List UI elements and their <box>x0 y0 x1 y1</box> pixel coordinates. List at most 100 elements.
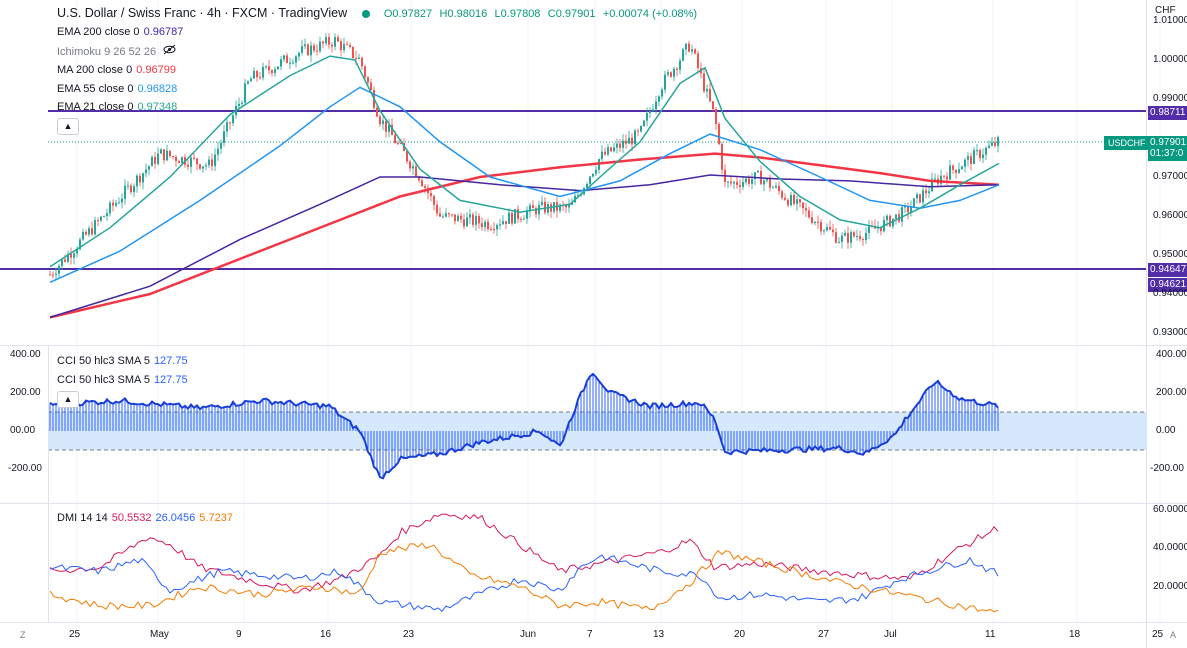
candle-body <box>415 166 417 177</box>
candle-body <box>721 144 723 170</box>
candle-body <box>739 184 741 187</box>
indicator-ema200[interactable]: EMA 200 close 0 0.96787 <box>57 25 187 39</box>
candle-body <box>295 56 297 63</box>
auto-scale-button[interactable]: A <box>1170 630 1177 640</box>
candle-body <box>277 66 279 70</box>
candle-body <box>271 70 273 74</box>
candle-body <box>514 209 516 224</box>
price-tag: 0.97901 <box>1148 136 1187 150</box>
collapse-legend-button[interactable]: ▲ <box>57 118 79 135</box>
time-axis-label: 11 <box>985 629 996 640</box>
candle-body <box>931 179 933 192</box>
candle-body <box>193 157 195 159</box>
candle-body <box>436 204 438 214</box>
indicator-ema55[interactable]: EMA 55 close 0 0.96828 <box>57 82 181 96</box>
candle-body <box>466 217 468 227</box>
candle-body <box>391 124 393 136</box>
eye-hidden-icon[interactable] <box>160 44 176 58</box>
candle-body <box>544 201 546 213</box>
candle-body <box>736 181 738 185</box>
candle-body <box>166 150 168 161</box>
candle-body <box>454 214 456 222</box>
timezone-button[interactable]: Z <box>20 630 26 640</box>
candle-body <box>628 137 630 144</box>
candle-body <box>259 77 261 79</box>
candle-body <box>121 198 123 203</box>
time-axis-label: 7 <box>587 629 593 640</box>
candle-body <box>496 225 498 230</box>
candle-body <box>109 202 111 214</box>
candle-body <box>376 107 378 117</box>
candle-body <box>790 194 792 206</box>
candle-body <box>997 136 999 146</box>
candle-body <box>334 37 336 47</box>
candle-body <box>484 221 486 228</box>
ema55-line <box>49 86 1000 283</box>
candle-body <box>265 66 267 68</box>
time-axis-label: 16 <box>320 629 332 640</box>
indicator-value: 0.96828 <box>137 83 178 95</box>
candle-body <box>922 190 924 203</box>
candle-body <box>682 49 684 61</box>
candle-body <box>94 220 96 235</box>
candle-body <box>262 66 264 78</box>
candle-body <box>634 130 636 145</box>
dmi-legend[interactable]: DMI 14 14 50.5532 26.0456 5.7237 <box>57 511 237 525</box>
candle-body <box>490 229 492 231</box>
price-axis-label: 0.99000 <box>1153 93 1187 104</box>
candle-body <box>973 150 975 164</box>
candle-body <box>409 161 411 169</box>
candle-body <box>493 229 495 231</box>
candle-body <box>79 239 81 250</box>
candle-body <box>70 254 72 258</box>
candle-body <box>964 159 966 167</box>
price-tag: 0.98711 <box>1148 106 1187 120</box>
candle-body <box>616 143 618 148</box>
candle-body <box>232 115 234 124</box>
ema200-line <box>49 174 1000 319</box>
candle-body <box>781 191 783 198</box>
cci-legend-2[interactable]: CCI 50 hlc3 SMA 5 127.75 <box>57 373 192 387</box>
candle-body <box>106 213 108 217</box>
candle-body <box>811 217 813 224</box>
candle-body <box>742 182 744 187</box>
candle-body <box>841 235 843 242</box>
candle-body <box>142 173 144 183</box>
candle-body <box>733 181 735 184</box>
candle-body <box>592 173 594 177</box>
candle-body <box>655 101 657 110</box>
candle-body <box>835 232 837 243</box>
indicator-ema21[interactable]: EMA 21 close 0 0.97348 <box>57 100 181 114</box>
candle-body <box>688 43 690 52</box>
candle-body <box>916 194 918 199</box>
candle-body <box>97 220 99 222</box>
collapse-cci-legend-button[interactable]: ▲ <box>57 391 79 408</box>
candle-body <box>952 165 954 170</box>
cci-legend-1[interactable]: CCI 50 hlc3 SMA 5 127.75 <box>57 354 192 368</box>
candle-body <box>934 178 936 180</box>
candle-body <box>355 58 357 60</box>
candle-body <box>979 150 981 159</box>
indicator-ichimoku[interactable]: Ichimoku 9 26 52 26 <box>57 44 180 59</box>
candle-body <box>112 202 114 206</box>
cci-value: 127.75 <box>153 355 188 367</box>
indicator-ma200[interactable]: MA 200 close 0 0.96799 <box>57 63 180 77</box>
candle-body <box>643 120 645 127</box>
candle-body <box>649 111 651 114</box>
candle-body <box>589 176 591 185</box>
indicator-value: 0.96799 <box>136 64 176 76</box>
candle-body <box>394 135 396 144</box>
ohlc-close: C0.97901 <box>547 8 596 20</box>
candle-body <box>385 120 387 132</box>
candle-body <box>169 150 171 157</box>
candle-body <box>88 228 90 235</box>
candle-body <box>199 164 201 169</box>
candle-body <box>604 151 606 155</box>
indicator-label: EMA 200 close 0 <box>57 26 140 38</box>
candle-body <box>976 150 978 152</box>
candle-body <box>619 143 621 148</box>
candle-body <box>784 197 786 200</box>
candle-body <box>868 225 870 233</box>
candle-body <box>286 55 288 64</box>
